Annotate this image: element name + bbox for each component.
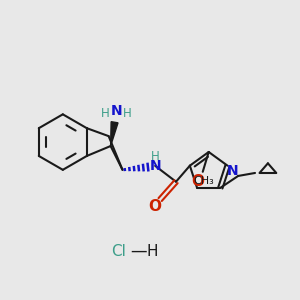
Text: H: H [123, 107, 132, 120]
Text: —: — [130, 242, 146, 260]
Text: O: O [191, 174, 205, 189]
Polygon shape [111, 122, 118, 146]
Text: N: N [227, 164, 238, 178]
Text: N: N [149, 159, 161, 173]
Text: Cl: Cl [111, 244, 126, 259]
Text: CH₃: CH₃ [194, 176, 214, 186]
Text: N: N [111, 104, 122, 118]
Text: H: H [151, 150, 160, 164]
Text: H: H [146, 244, 158, 259]
Text: O: O [149, 199, 162, 214]
Text: H: H [101, 107, 110, 120]
